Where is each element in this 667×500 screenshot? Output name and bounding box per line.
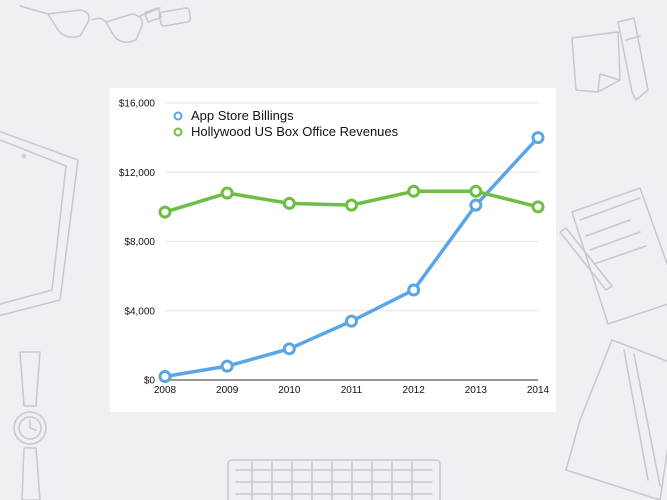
legend-marker [173, 127, 183, 137]
y-tick-label: $0 [144, 376, 156, 387]
notebook-icon [559, 187, 667, 325]
legend-label: Hollywood US Box Office Revenues [191, 124, 399, 139]
data-point [469, 184, 483, 198]
x-tick-label: 2009 [216, 385, 239, 396]
x-tick-label: 2012 [403, 385, 426, 396]
chart-card: $0 $4,000 $8,000 $12,000 $16,000 2008 2009 2010… [110, 88, 556, 412]
data-point [345, 314, 358, 328]
y-tick-label: $16,000 [119, 99, 156, 110]
data-point [158, 370, 172, 384]
data-point [345, 198, 358, 212]
x-tick-label: 2013 [465, 385, 488, 396]
data-point [158, 205, 172, 219]
data-point [282, 196, 296, 210]
y-tick-label: $4,000 [124, 306, 155, 317]
sticky-note-icon [571, 31, 621, 93]
x-tick-label: 2008 [154, 385, 177, 396]
x-tick-label: 2010 [278, 385, 301, 396]
data-point [220, 186, 234, 200]
data-point [220, 359, 234, 373]
x-tick-label: 2011 [341, 385, 363, 396]
data-point [282, 342, 296, 356]
data-point [407, 184, 421, 198]
x-tick-label: 2014 [527, 385, 550, 396]
tablet-icon [0, 130, 79, 317]
y-tick-label: $12,000 [119, 168, 156, 179]
keyboard-icon [227, 459, 441, 500]
usb-drive-icon [143, 7, 192, 27]
data-point [531, 131, 545, 145]
data-point [469, 198, 483, 212]
line-chart: $0 $4,000 $8,000 $12,000 $16,000 2008 2009 2010… [119, 99, 550, 397]
pen-icon [617, 17, 649, 101]
journal-icon [565, 339, 667, 500]
glasses-icon [19, 5, 161, 43]
data-point [531, 200, 545, 214]
legend-label: App Store Billings [191, 108, 294, 123]
y-tick-label: $8,000 [124, 237, 155, 248]
watch-icon [13, 351, 47, 500]
series-line [163, 135, 540, 379]
legend-marker [173, 111, 183, 121]
data-point [407, 283, 421, 297]
